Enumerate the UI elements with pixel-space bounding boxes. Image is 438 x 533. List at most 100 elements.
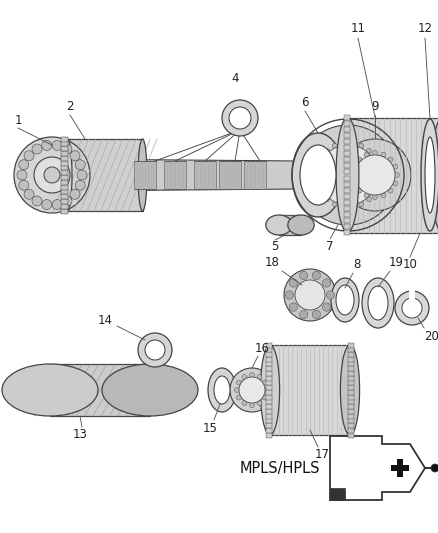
Circle shape bbox=[318, 145, 378, 205]
Circle shape bbox=[52, 199, 62, 209]
Text: 12: 12 bbox=[417, 21, 432, 35]
Circle shape bbox=[300, 310, 308, 319]
Circle shape bbox=[138, 333, 172, 367]
Bar bbox=[266, 371, 272, 376]
Circle shape bbox=[34, 157, 70, 193]
Circle shape bbox=[32, 196, 42, 206]
Bar bbox=[60, 204, 67, 209]
Circle shape bbox=[322, 303, 331, 311]
Bar bbox=[266, 428, 272, 433]
Circle shape bbox=[237, 380, 241, 385]
Circle shape bbox=[230, 368, 274, 412]
Bar bbox=[348, 366, 354, 371]
Polygon shape bbox=[62, 159, 300, 191]
Bar bbox=[343, 188, 350, 192]
Bar bbox=[266, 432, 272, 438]
Circle shape bbox=[341, 204, 346, 209]
Text: 14: 14 bbox=[98, 313, 113, 327]
Bar bbox=[343, 218, 350, 223]
Bar bbox=[266, 357, 272, 362]
Text: 17: 17 bbox=[314, 448, 329, 462]
Bar bbox=[219, 161, 241, 189]
Circle shape bbox=[393, 164, 398, 169]
Ellipse shape bbox=[300, 145, 336, 205]
Circle shape bbox=[289, 279, 297, 287]
Circle shape bbox=[14, 137, 90, 213]
Circle shape bbox=[242, 400, 247, 406]
Circle shape bbox=[250, 402, 254, 408]
Bar bbox=[266, 347, 272, 352]
Circle shape bbox=[19, 180, 29, 190]
Bar bbox=[348, 390, 354, 395]
Bar bbox=[60, 160, 67, 166]
Bar bbox=[266, 394, 272, 400]
Ellipse shape bbox=[336, 285, 354, 315]
Bar bbox=[348, 418, 354, 423]
Text: 8: 8 bbox=[353, 259, 360, 271]
Circle shape bbox=[75, 160, 85, 169]
Circle shape bbox=[372, 195, 378, 199]
Bar bbox=[348, 432, 354, 438]
Text: 11: 11 bbox=[350, 21, 365, 35]
Text: 18: 18 bbox=[265, 256, 279, 270]
Ellipse shape bbox=[63, 139, 72, 211]
Bar bbox=[348, 394, 354, 400]
Bar bbox=[391, 465, 409, 471]
Bar bbox=[343, 151, 350, 156]
Bar bbox=[67, 139, 142, 211]
Circle shape bbox=[367, 148, 371, 154]
Circle shape bbox=[332, 143, 337, 148]
Circle shape bbox=[70, 189, 80, 199]
Bar bbox=[60, 189, 67, 195]
Bar bbox=[348, 399, 354, 405]
Circle shape bbox=[322, 279, 331, 287]
Ellipse shape bbox=[214, 376, 230, 404]
Circle shape bbox=[19, 160, 29, 169]
Bar bbox=[348, 409, 354, 414]
Bar bbox=[343, 206, 350, 211]
Text: 19: 19 bbox=[389, 256, 403, 270]
Circle shape bbox=[367, 197, 371, 201]
Bar bbox=[343, 127, 350, 132]
Circle shape bbox=[75, 180, 85, 190]
Bar bbox=[266, 361, 272, 367]
Bar bbox=[343, 200, 350, 205]
Circle shape bbox=[381, 193, 386, 198]
Circle shape bbox=[364, 193, 369, 198]
Circle shape bbox=[285, 291, 294, 299]
Circle shape bbox=[325, 197, 329, 201]
Circle shape bbox=[350, 204, 355, 209]
Bar bbox=[60, 184, 67, 190]
Bar bbox=[60, 199, 67, 204]
Ellipse shape bbox=[421, 119, 438, 231]
Circle shape bbox=[42, 199, 52, 209]
Bar bbox=[348, 371, 354, 376]
Circle shape bbox=[388, 157, 393, 162]
Bar bbox=[266, 381, 272, 385]
Circle shape bbox=[77, 170, 87, 180]
Bar bbox=[266, 423, 272, 428]
Circle shape bbox=[234, 387, 240, 392]
Ellipse shape bbox=[425, 137, 435, 213]
Circle shape bbox=[314, 173, 318, 177]
Circle shape bbox=[388, 188, 393, 193]
Circle shape bbox=[376, 164, 381, 168]
Circle shape bbox=[262, 380, 268, 385]
Circle shape bbox=[339, 139, 411, 211]
Circle shape bbox=[352, 164, 357, 169]
Bar bbox=[270, 345, 350, 435]
Circle shape bbox=[357, 157, 362, 162]
Bar bbox=[397, 459, 403, 477]
Polygon shape bbox=[409, 290, 415, 299]
Bar bbox=[266, 399, 272, 405]
Ellipse shape bbox=[362, 278, 394, 328]
Bar bbox=[164, 161, 186, 189]
Circle shape bbox=[32, 144, 42, 154]
Bar bbox=[194, 161, 216, 189]
Circle shape bbox=[62, 144, 72, 154]
Bar bbox=[348, 385, 354, 390]
Circle shape bbox=[237, 395, 241, 400]
Bar bbox=[266, 343, 272, 348]
Circle shape bbox=[315, 182, 320, 187]
Circle shape bbox=[395, 291, 429, 325]
